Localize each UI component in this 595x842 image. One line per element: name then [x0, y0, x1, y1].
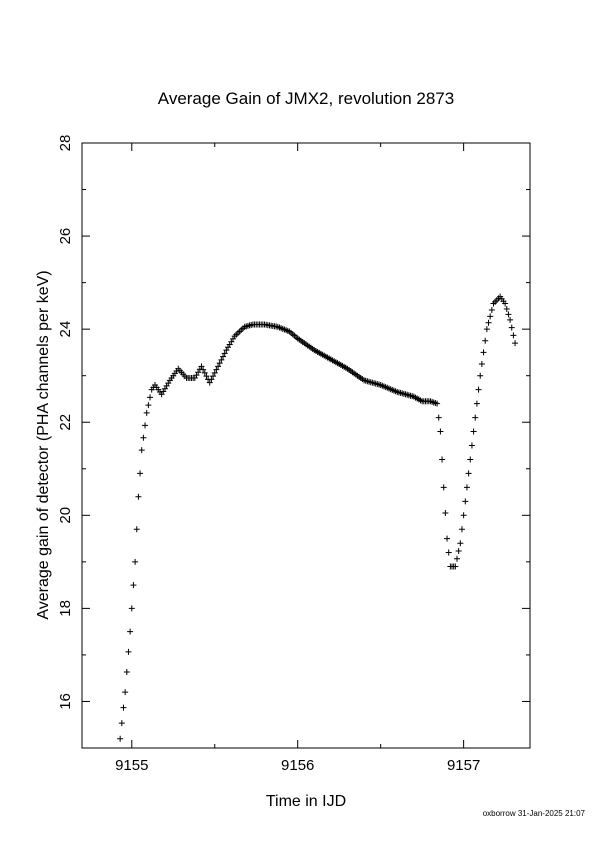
data-point — [470, 428, 477, 435]
data-point — [483, 326, 490, 333]
data-point — [200, 366, 207, 373]
data-point — [210, 373, 217, 380]
data-point — [453, 555, 460, 562]
data-point — [502, 300, 509, 307]
data-point — [439, 456, 446, 463]
y-tick-label: 24 — [57, 321, 74, 338]
x-axis-label: Time in IJD — [266, 793, 346, 810]
data-point — [201, 369, 208, 376]
data-point — [488, 306, 495, 313]
data-point — [467, 456, 474, 463]
data-point — [137, 470, 144, 477]
data-point — [127, 628, 134, 635]
data-point — [216, 360, 223, 367]
data-point — [140, 434, 147, 441]
data-point — [118, 720, 125, 727]
data-point — [440, 484, 447, 491]
data-point — [435, 414, 442, 421]
data-point — [221, 350, 228, 357]
data-point — [455, 547, 462, 554]
data-point — [143, 409, 150, 416]
data-point — [203, 373, 210, 380]
data-point — [122, 689, 129, 696]
y-tick-label: 28 — [57, 135, 74, 152]
data-point — [220, 353, 227, 360]
data-point — [130, 582, 137, 589]
x-tick-label: 9157 — [447, 757, 480, 774]
data-point — [457, 540, 464, 547]
data-point — [507, 316, 514, 323]
data-point — [444, 535, 451, 542]
data-point — [213, 366, 220, 373]
y-tick-label: 22 — [57, 414, 74, 431]
x-tick-label: 9155 — [115, 757, 148, 774]
data-point — [135, 493, 142, 500]
data-point — [120, 704, 127, 711]
chart-title: Average Gain of JMX2, revolution 2873 — [158, 89, 454, 108]
data-point — [437, 428, 444, 435]
data-point — [128, 605, 135, 612]
axis-tick-labels: 16 18 20 22 24 26 28 9155 9156 9157 — [57, 135, 480, 774]
data-point — [123, 668, 130, 675]
data-point — [445, 549, 452, 556]
data-point — [478, 361, 485, 368]
data-point — [147, 394, 154, 401]
y-axis-label: Average gain of detector (PHA channels p… — [35, 270, 52, 619]
data-point — [145, 402, 152, 409]
data-point — [434, 400, 441, 407]
data-point — [465, 470, 472, 477]
data-point — [125, 648, 132, 655]
data-point — [510, 332, 517, 339]
data-point — [206, 379, 213, 386]
data-point — [215, 363, 222, 370]
data-point — [475, 386, 482, 393]
plot-frame — [81, 142, 531, 749]
data-point — [460, 512, 467, 519]
data-point — [512, 340, 519, 347]
data-point — [218, 356, 225, 363]
data-point — [462, 498, 469, 505]
data-point — [142, 422, 149, 429]
data-point — [473, 400, 480, 407]
data-markers — [117, 293, 519, 742]
data-point — [452, 563, 459, 570]
data-point — [211, 369, 218, 376]
data-point — [480, 349, 487, 356]
y-tick-label: 20 — [57, 507, 74, 524]
data-point — [458, 526, 465, 533]
data-point — [472, 414, 479, 421]
data-point — [442, 509, 449, 516]
footer-stamp: oxborrow 31-Jan-2025 21:07 — [482, 809, 585, 818]
y-tick-label: 18 — [57, 600, 74, 617]
data-point — [138, 447, 145, 454]
data-point — [487, 313, 494, 320]
data-point — [117, 735, 124, 742]
data-point — [468, 442, 475, 449]
data-point — [208, 376, 215, 383]
data-point — [508, 324, 515, 331]
axis-ticks — [82, 142, 530, 749]
data-point — [505, 311, 512, 318]
y-tick-label: 16 — [57, 693, 74, 710]
data-point — [503, 305, 510, 312]
data-point — [485, 319, 492, 326]
data-point — [463, 484, 470, 491]
data-point — [133, 526, 140, 533]
x-tick-label: 9156 — [281, 757, 314, 774]
data-point — [477, 372, 484, 379]
data-point — [132, 558, 139, 565]
y-tick-label: 26 — [57, 228, 74, 245]
data-point — [482, 337, 489, 344]
data-point — [198, 363, 205, 370]
